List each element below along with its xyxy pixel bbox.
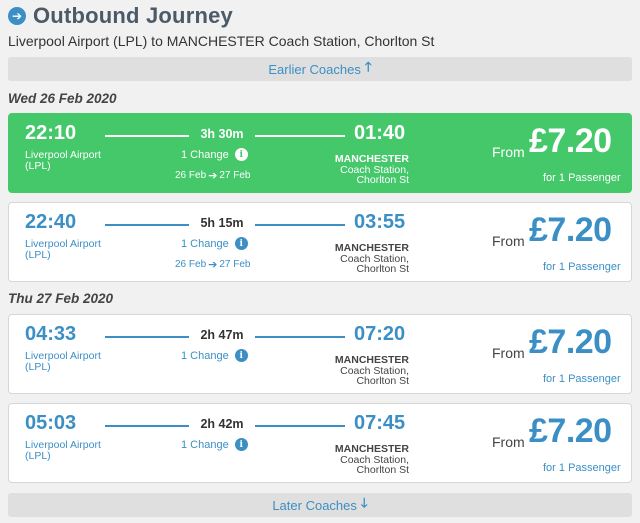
- departure-place-line: Liverpool Airport: [25, 439, 101, 451]
- arrow-up-icon: 🡑: [364, 59, 372, 74]
- route-line: [255, 224, 345, 226]
- info-icon[interactable]: i: [234, 349, 248, 362]
- changes-info[interactable]: 1 Change i: [181, 349, 248, 362]
- changes-label: 1 Change: [181, 438, 229, 451]
- date-from: 26 Feb: [175, 170, 207, 181]
- departure-place-line: Liverpool Airport: [25, 238, 101, 250]
- arrival-place-line: Coach Station,: [340, 163, 409, 176]
- route-line: [255, 425, 345, 427]
- page-title: Outbound Journey: [33, 3, 233, 28]
- passenger-count: for 1 Passenger: [543, 261, 621, 273]
- arrival-time: 07:45: [354, 412, 406, 434]
- journey-card[interactable]: 22:10 Liverpool Airport (LPL) 3h 30m 1 C…: [8, 113, 632, 193]
- arrival-city: MANCHESTER: [334, 242, 409, 254]
- arrival-city: MANCHESTER: [334, 153, 409, 165]
- route-line: [105, 224, 189, 226]
- arrival-city: MANCHESTER: [334, 443, 409, 455]
- journey-card[interactable]: 04:33 Liverpool Airport (LPL) 2h 47m 1 C…: [8, 314, 632, 394]
- arrival-place-line: Coach Station,: [340, 364, 409, 377]
- info-icon[interactable]: i: [234, 148, 248, 161]
- arrow-right-circle-icon: ➔: [8, 7, 26, 25]
- route-line: [105, 425, 189, 427]
- route-line: [105, 336, 189, 338]
- from-label: From: [492, 233, 525, 249]
- journey-card[interactable]: 05:03 Liverpool Airport (LPL) 2h 42m 1 C…: [8, 403, 632, 483]
- departure-time: 04:33: [25, 323, 77, 345]
- departure-place-line: Liverpool Airport: [25, 350, 101, 362]
- arrow-down-icon: 🡓: [360, 495, 368, 510]
- departure-place-line: (LPL): [25, 361, 51, 373]
- route-line: [105, 135, 189, 137]
- info-icon[interactable]: i: [234, 438, 248, 451]
- date-range: 26 Feb ➔ 27 Feb: [175, 169, 251, 182]
- arrow-right-icon: ➔: [208, 170, 218, 182]
- passenger-count: for 1 Passenger: [543, 373, 621, 385]
- departure-place: Liverpool Airport (LPL): [25, 351, 120, 373]
- date-to: 27 Feb: [219, 259, 251, 270]
- earlier-coaches-button[interactable]: Earlier Coaches 🡑: [8, 57, 632, 81]
- changes-info[interactable]: 1 Change i: [181, 148, 248, 161]
- changes-label: 1 Change: [181, 237, 229, 250]
- route-line: [255, 336, 345, 338]
- arrival-place-line: Chorlton St: [356, 464, 409, 476]
- earlier-coaches-label: Earlier Coaches: [268, 61, 361, 77]
- departure-place: Liverpool Airport (LPL): [25, 239, 120, 261]
- later-coaches-button[interactable]: Later Coaches 🡓: [8, 493, 632, 517]
- arrival-place-line: Chorlton St: [356, 375, 409, 387]
- departure-time: 22:40: [25, 211, 77, 233]
- arrival-place-line: Coach Station,: [340, 453, 409, 466]
- changes-info[interactable]: 1 Change i: [181, 438, 248, 451]
- journey-card[interactable]: 22:40 Liverpool Airport (LPL) 5h 15m 1 C…: [8, 202, 632, 282]
- from-label: From: [492, 345, 525, 361]
- from-label: From: [492, 434, 525, 450]
- departure-place-line: (LPL): [25, 450, 51, 462]
- price: £7.20: [529, 122, 612, 160]
- duration: 2h 42m: [200, 417, 244, 431]
- arrival-time: 03:55: [354, 211, 406, 233]
- page-header: ➔ Outbound Journey: [8, 2, 233, 30]
- route-description: Liverpool Airport (LPL) to MANCHESTER Co…: [8, 33, 435, 49]
- arrival-place: MANCHESTER Coach Station, Chorlton St: [327, 154, 409, 186]
- duration: 3h 30m: [200, 127, 244, 141]
- arrival-city: MANCHESTER: [334, 354, 409, 366]
- price: £7.20: [529, 412, 612, 450]
- changes-info[interactable]: 1 Change i: [181, 237, 248, 250]
- arrival-place: MANCHESTER Coach Station, Chorlton St: [327, 243, 409, 275]
- from-label: From: [492, 144, 525, 160]
- departure-place-line: (LPL): [25, 160, 51, 172]
- arrival-place-line: Coach Station,: [340, 252, 409, 265]
- arrival-time: 07:20: [354, 323, 406, 345]
- changes-label: 1 Change: [181, 349, 229, 362]
- duration: 5h 15m: [200, 216, 244, 230]
- departure-place: Liverpool Airport (LPL): [25, 440, 120, 462]
- arrival-place-line: Chorlton St: [356, 174, 409, 186]
- date-from: 26 Feb: [175, 259, 207, 270]
- route-line: [255, 135, 345, 137]
- arrival-time: 01:40: [354, 122, 406, 144]
- date-range: 26 Feb ➔ 27 Feb: [175, 258, 251, 271]
- date-heading: Wed 26 Feb 2020: [8, 91, 117, 106]
- departure-place: Liverpool Airport (LPL): [25, 150, 120, 172]
- passenger-count: for 1 Passenger: [543, 462, 621, 474]
- departure-place-line: Liverpool Airport: [25, 149, 101, 161]
- departure-time: 22:10: [25, 122, 77, 144]
- info-icon[interactable]: i: [234, 237, 248, 250]
- duration: 2h 47m: [200, 328, 244, 342]
- arrival-place-line: Chorlton St: [356, 263, 409, 275]
- arrival-place: MANCHESTER Coach Station, Chorlton St: [327, 355, 409, 387]
- price: £7.20: [529, 323, 612, 361]
- changes-label: 1 Change: [181, 148, 229, 161]
- date-to: 27 Feb: [219, 170, 251, 181]
- arrow-right-icon: ➔: [208, 259, 218, 271]
- departure-place-line: (LPL): [25, 249, 51, 261]
- price: £7.20: [529, 211, 612, 249]
- later-coaches-label: Later Coaches: [272, 497, 357, 513]
- arrival-place: MANCHESTER Coach Station, Chorlton St: [327, 444, 409, 476]
- date-heading: Thu 27 Feb 2020: [8, 291, 114, 306]
- departure-time: 05:03: [25, 412, 77, 434]
- passenger-count: for 1 Passenger: [543, 172, 621, 184]
